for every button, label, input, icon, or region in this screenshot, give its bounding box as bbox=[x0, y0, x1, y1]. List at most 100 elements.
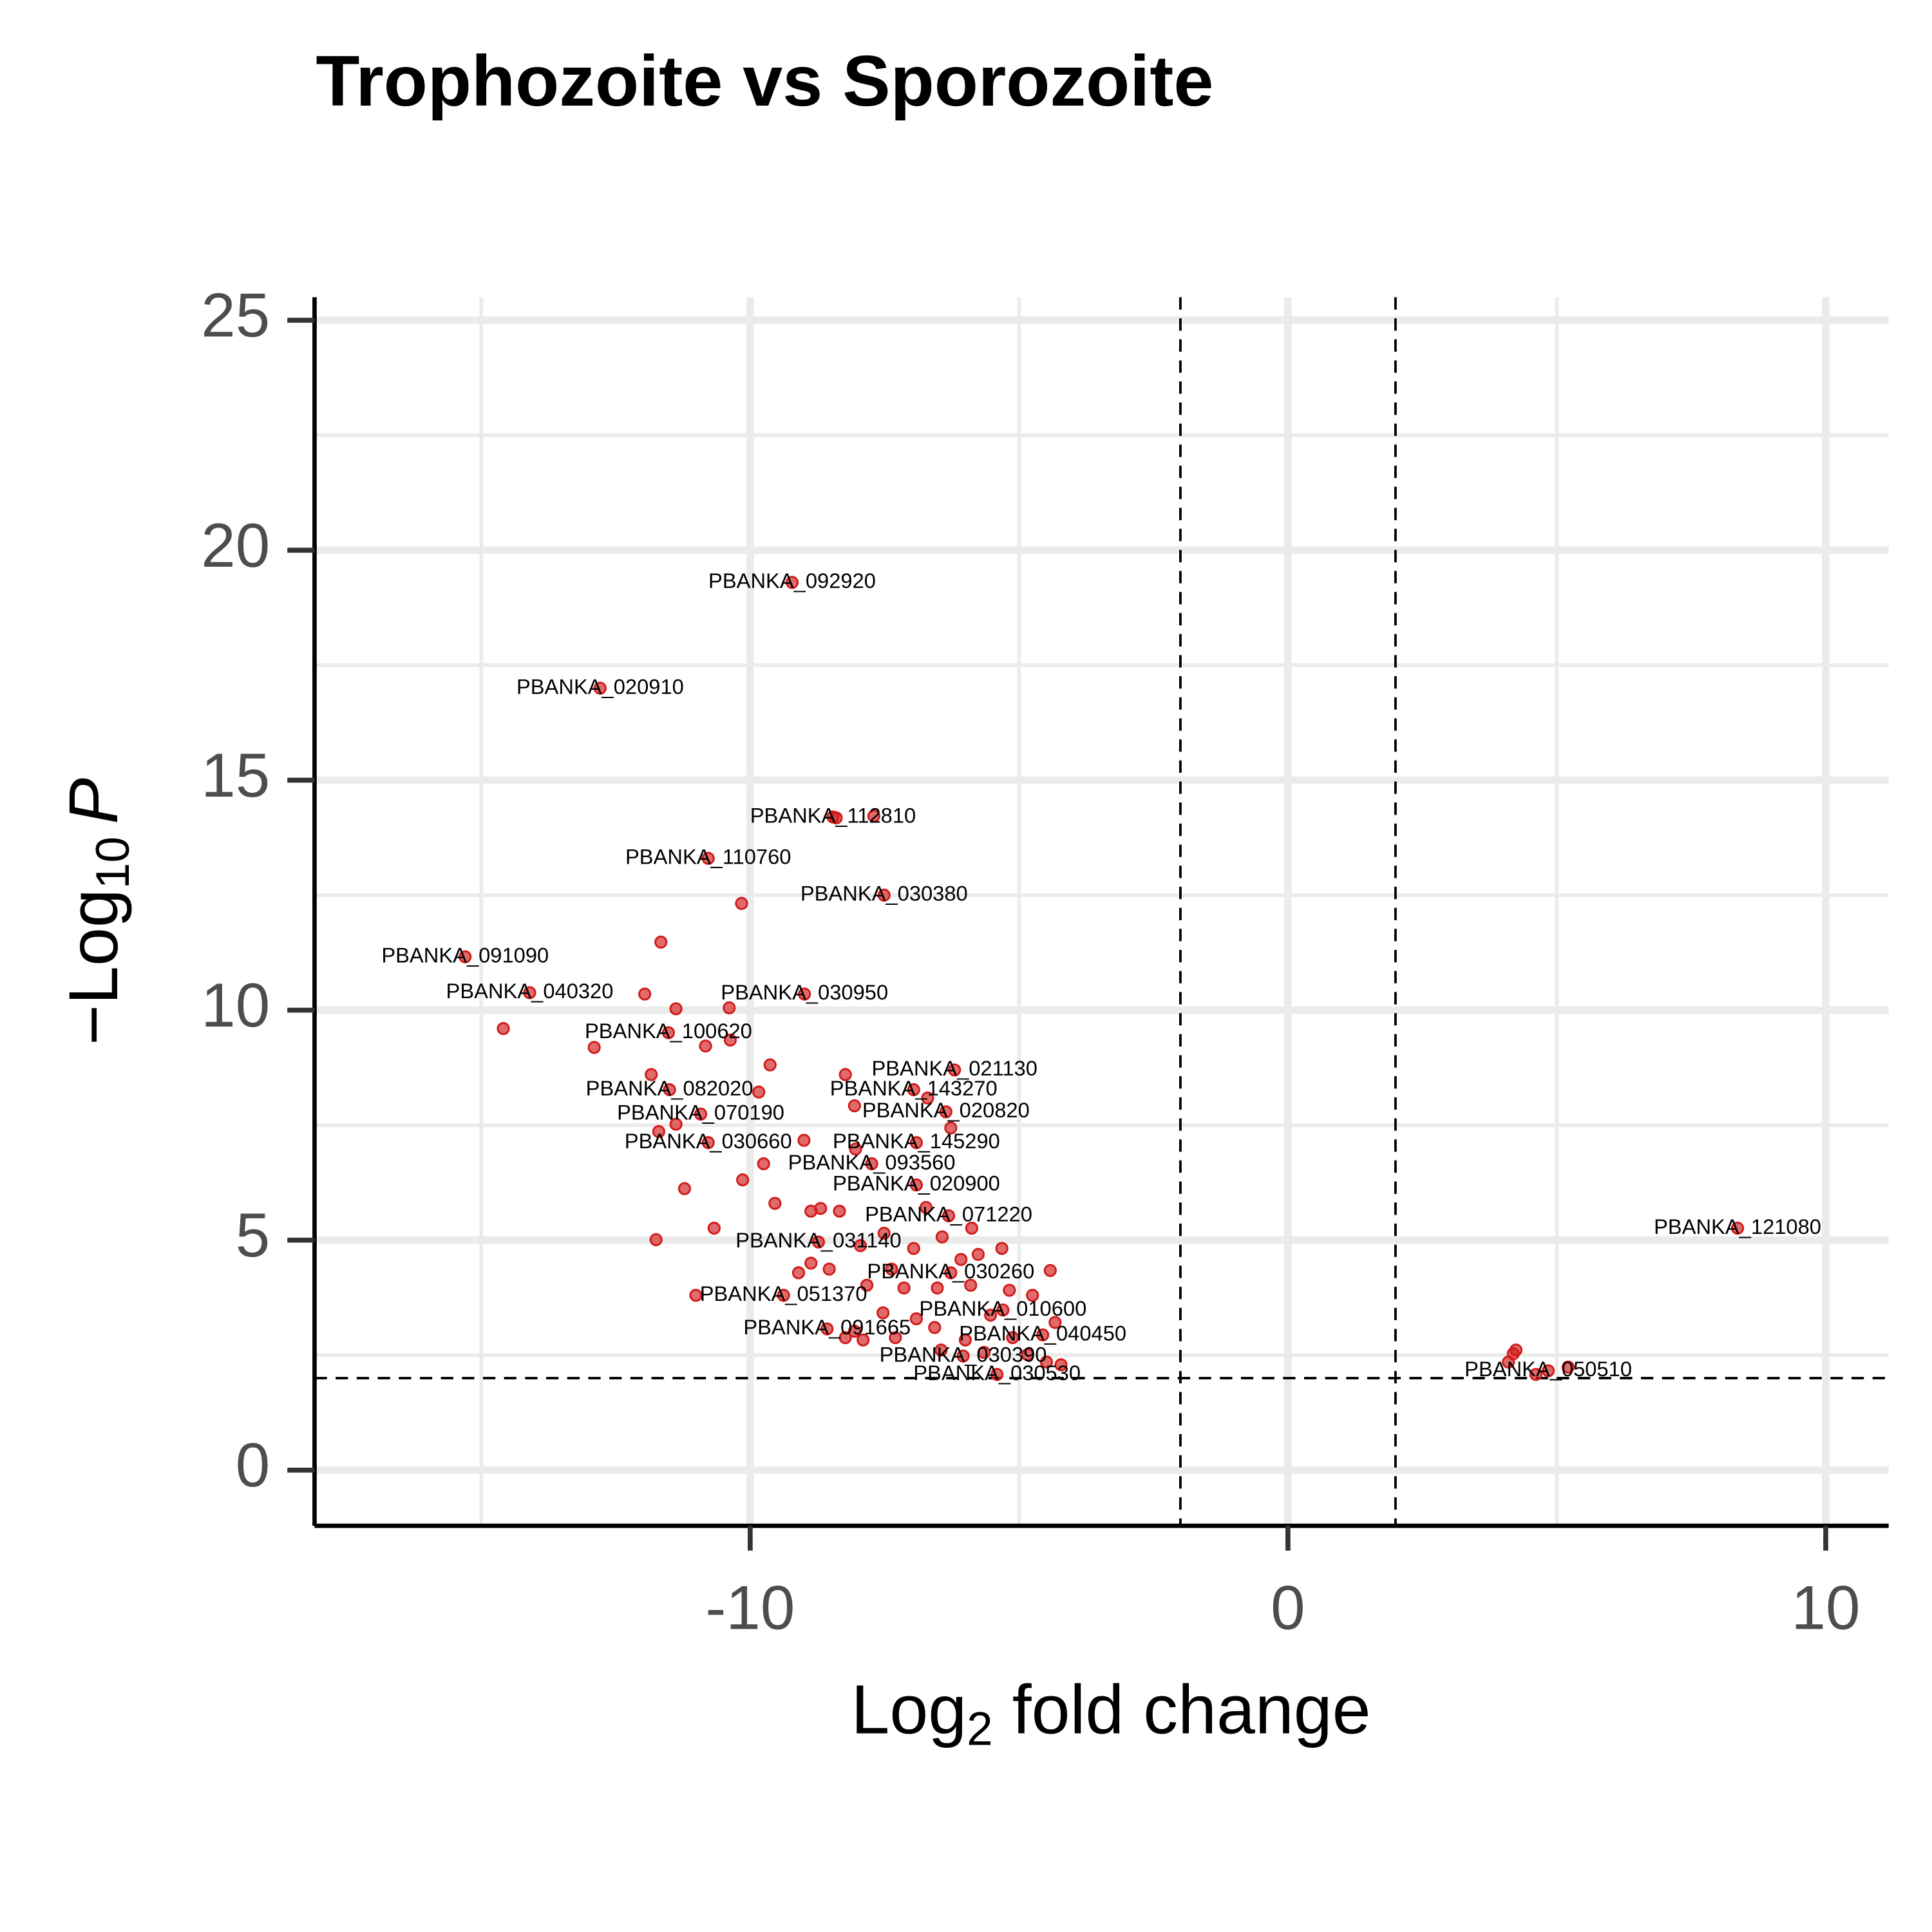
point-label: PBANKA_112810 bbox=[750, 803, 916, 827]
point-label: PBANKA_030390 bbox=[880, 1342, 1047, 1366]
point bbox=[935, 1230, 949, 1244]
point bbox=[798, 987, 811, 1001]
point bbox=[867, 810, 881, 823]
point bbox=[752, 1085, 766, 1099]
x-axis-label: Log2 fold change bbox=[851, 1671, 1370, 1756]
point-label: PBANKA_030260 bbox=[867, 1259, 1034, 1283]
point bbox=[954, 1253, 968, 1266]
point bbox=[820, 1322, 834, 1336]
point bbox=[723, 1001, 736, 1015]
point-label: PBANKA_143270 bbox=[830, 1076, 998, 1100]
point bbox=[699, 1039, 712, 1053]
point bbox=[877, 888, 891, 902]
x-tick-label: 10 bbox=[1792, 1573, 1861, 1642]
y-tick-label: 25 bbox=[201, 281, 270, 350]
point bbox=[804, 1256, 818, 1270]
point-label: PBANKA_110760 bbox=[625, 845, 791, 869]
point-label: PBANKA_082020 bbox=[586, 1076, 753, 1100]
x-tick-label: 0 bbox=[1271, 1573, 1305, 1642]
point bbox=[736, 1173, 750, 1187]
point bbox=[797, 1133, 811, 1147]
point bbox=[1043, 1264, 1057, 1277]
point bbox=[849, 1142, 862, 1156]
y-tick-label: 5 bbox=[236, 1201, 270, 1270]
point bbox=[777, 1289, 790, 1302]
x-label-sub: 2 bbox=[967, 1703, 993, 1756]
point bbox=[838, 1331, 852, 1345]
point bbox=[661, 1026, 676, 1039]
point-label: PBANKA_010600 bbox=[919, 1296, 1086, 1320]
point bbox=[857, 1333, 870, 1347]
point bbox=[848, 1325, 861, 1338]
point-label: PBANKA_030530 bbox=[913, 1361, 1081, 1385]
point bbox=[984, 1309, 998, 1322]
point bbox=[944, 1266, 958, 1280]
point bbox=[833, 1204, 846, 1218]
point bbox=[942, 1209, 956, 1222]
point bbox=[1502, 1355, 1515, 1369]
point bbox=[523, 986, 536, 999]
y-label-prefix: −Log bbox=[55, 889, 132, 1045]
point bbox=[811, 1235, 826, 1249]
point bbox=[996, 1303, 1010, 1317]
point bbox=[822, 1262, 836, 1276]
point bbox=[948, 1063, 961, 1077]
point bbox=[919, 1200, 933, 1215]
point bbox=[965, 1222, 979, 1235]
y-tick-label: 20 bbox=[201, 511, 270, 580]
point bbox=[934, 1343, 948, 1357]
point-label: PBANKA_031140 bbox=[735, 1228, 901, 1252]
point-label: PBANKA_093560 bbox=[788, 1150, 956, 1174]
point bbox=[677, 1182, 692, 1195]
point-label: PBANKA_020910 bbox=[516, 674, 684, 698]
point-label: PBANKA_020900 bbox=[833, 1171, 1000, 1195]
x-label-suffix: fold change bbox=[993, 1671, 1371, 1748]
point bbox=[829, 811, 843, 825]
point-label: PBANKA_030950 bbox=[721, 980, 888, 1004]
point bbox=[497, 1022, 510, 1036]
point-label: PBANKA_070190 bbox=[617, 1101, 784, 1124]
point bbox=[939, 1105, 952, 1119]
x-tick-label: -10 bbox=[705, 1573, 795, 1642]
point bbox=[897, 1281, 911, 1295]
point bbox=[885, 1262, 898, 1276]
point bbox=[757, 1157, 770, 1171]
point bbox=[956, 1349, 970, 1363]
point bbox=[593, 681, 607, 695]
point bbox=[876, 1306, 890, 1320]
point-label: PBANKA_040450 bbox=[959, 1321, 1126, 1345]
y-label-sub: 10 bbox=[87, 837, 139, 889]
point-label: PBANKA_021130 bbox=[871, 1056, 1037, 1080]
point bbox=[909, 1312, 923, 1325]
point bbox=[587, 1041, 601, 1054]
point bbox=[701, 1136, 715, 1150]
point bbox=[663, 1083, 676, 1097]
point-label: PBANKA_030660 bbox=[625, 1129, 792, 1153]
y-tick-label: 15 bbox=[201, 741, 270, 810]
point bbox=[907, 1242, 920, 1255]
point bbox=[877, 1226, 891, 1240]
point bbox=[964, 1278, 978, 1292]
point bbox=[1730, 1222, 1745, 1235]
point bbox=[707, 1222, 721, 1235]
point bbox=[860, 1278, 874, 1292]
point bbox=[791, 1266, 806, 1280]
point bbox=[459, 950, 472, 963]
point bbox=[1529, 1368, 1542, 1381]
point-label: PBANKA_092920 bbox=[708, 569, 876, 592]
point-label: PBANKA_020820 bbox=[862, 1098, 1030, 1122]
point bbox=[931, 1281, 944, 1295]
point bbox=[735, 896, 748, 910]
point bbox=[978, 1345, 991, 1359]
point-label: PBANKA_145290 bbox=[833, 1129, 1000, 1153]
point-label: PBANKA_071220 bbox=[865, 1202, 1032, 1226]
point bbox=[971, 1247, 985, 1261]
point bbox=[889, 1331, 902, 1345]
point bbox=[1026, 1289, 1039, 1302]
point bbox=[1039, 1355, 1054, 1369]
point bbox=[669, 1117, 683, 1131]
y-tick-label: 0 bbox=[236, 1431, 270, 1500]
point bbox=[638, 987, 652, 1001]
